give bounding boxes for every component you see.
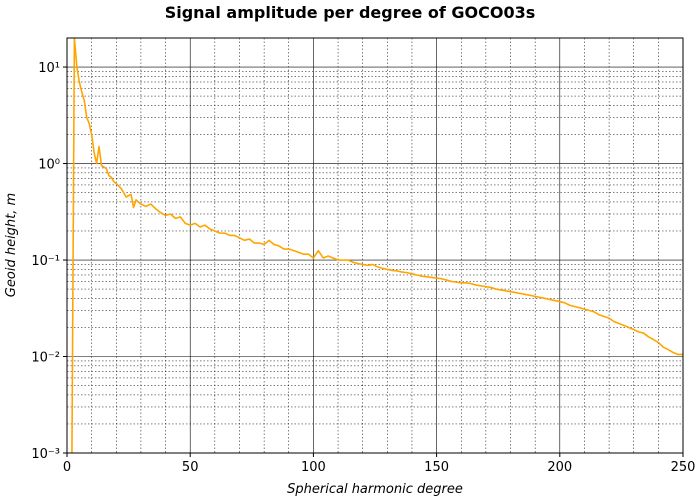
x-tick-label: 100 bbox=[301, 460, 326, 475]
x-tick-label: 200 bbox=[547, 460, 572, 475]
major-grid bbox=[66, 38, 684, 454]
y-tick-label: 10⁻¹ bbox=[31, 254, 60, 269]
y-tick-label: 10⁻³ bbox=[31, 447, 60, 462]
y-tick-label: 10¹ bbox=[38, 61, 60, 76]
y-tick-label: 10⁻² bbox=[31, 351, 60, 366]
x-tick-label: 0 bbox=[63, 460, 71, 475]
plot-frame bbox=[66, 37, 684, 454]
x-tick-label: 150 bbox=[424, 460, 449, 475]
series-layer bbox=[71, 38, 683, 453]
y-tick-label: 10⁰ bbox=[38, 158, 60, 173]
y-axis-label: Geoid height, m bbox=[4, 193, 19, 297]
x-tick-label: 50 bbox=[182, 460, 199, 475]
y-axis: 10⁻³ 10⁻² 10⁻¹ 10⁰ 10¹ bbox=[31, 61, 67, 462]
x-axis-label: Spherical harmonic degree bbox=[287, 482, 463, 497]
x-tick-label: 250 bbox=[671, 460, 696, 475]
minor-grid bbox=[67, 38, 683, 453]
x-axis: 0 50 100 150 200 250 bbox=[63, 453, 696, 475]
series-line bbox=[71, 38, 683, 453]
chart-title: Signal amplitude per degree of GOCO03s bbox=[165, 3, 536, 22]
